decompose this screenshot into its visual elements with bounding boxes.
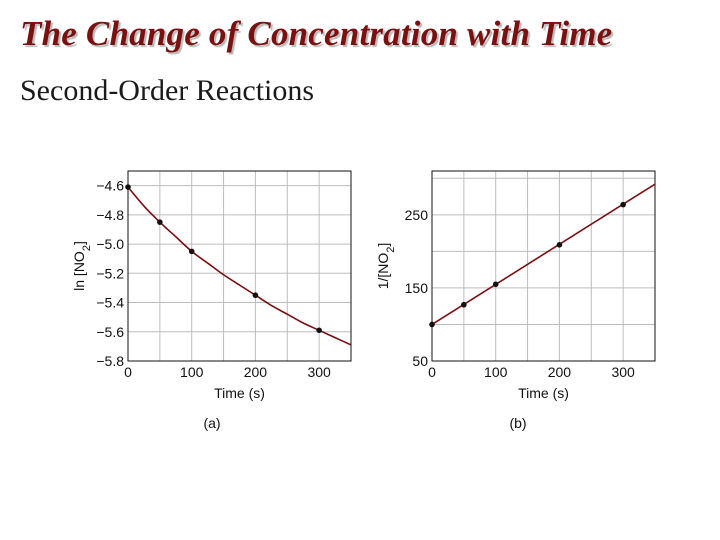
data-point xyxy=(316,327,322,334)
fit-line xyxy=(432,183,655,326)
data-point xyxy=(252,292,259,299)
data-point xyxy=(461,301,467,308)
y-tick-label: 250 xyxy=(405,207,429,223)
y-axis-label: ln [NO2] xyxy=(71,241,93,291)
plot-frame xyxy=(431,170,656,362)
slide-subtitle: Second-Order Reactions xyxy=(20,74,315,107)
y-axis-label: 1/[NO2] xyxy=(375,243,397,290)
fit-curve xyxy=(128,186,351,346)
x-tick-label: 300 xyxy=(307,364,331,380)
y-tick-label: −4.8 xyxy=(96,207,124,223)
x-tick-label: 0 xyxy=(428,364,436,380)
x-tick-label: 200 xyxy=(244,364,268,380)
plot-frame xyxy=(127,170,352,362)
x-axis-label: Time (s) xyxy=(214,385,265,401)
data-point xyxy=(620,201,626,208)
y-tick-label: 50 xyxy=(412,353,428,369)
y-tick-label: −5.6 xyxy=(96,324,124,340)
data-point xyxy=(125,184,131,190)
plot-area xyxy=(128,171,351,361)
x-tick-label: 300 xyxy=(611,364,635,380)
slide-title: The Change of Concentration with Time xyxy=(20,14,613,53)
y-tick-label: −4.6 xyxy=(96,178,124,194)
plot-area xyxy=(432,171,655,361)
data-point xyxy=(492,281,499,288)
data-point xyxy=(556,242,563,248)
chart-panel-1: −4.6 −4.8 −5.0 −5.2 −5.4 −5.6 −5.80 100 200 300 Ti… xyxy=(71,170,352,431)
y-tick-label: 150 xyxy=(405,280,429,296)
data-point xyxy=(157,219,163,225)
chart-panel-2: 50 150 250 0 100 200 300 Time (s) 1/[NO2] (b) xyxy=(375,170,656,431)
panel-label: (b) xyxy=(509,415,526,431)
x-axis-label: Time (s) xyxy=(518,385,569,401)
y-tick-label: −5.4 xyxy=(96,295,124,311)
y-tick-label: −5.8 xyxy=(96,353,124,369)
y-tick-label: −5.0 xyxy=(96,236,124,252)
panel-label: (a) xyxy=(203,415,220,431)
data-point xyxy=(188,248,195,255)
data-point xyxy=(429,321,435,328)
x-tick-label: 200 xyxy=(548,364,572,380)
y-tick-label: −5.2 xyxy=(96,265,124,281)
x-tick-label: 100 xyxy=(180,364,204,380)
x-tick-label: 100 xyxy=(484,364,508,380)
x-tick-label: 0 xyxy=(124,364,132,380)
